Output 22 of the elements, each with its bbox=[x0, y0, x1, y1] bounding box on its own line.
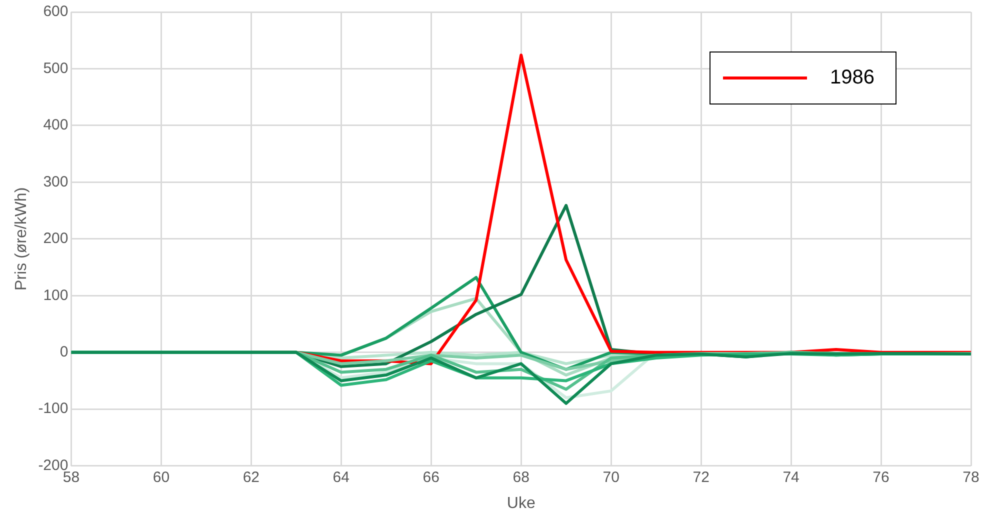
y-tick-label: -100 bbox=[38, 400, 68, 418]
x-tick-label: 68 bbox=[512, 468, 530, 486]
y-tick-label: 500 bbox=[43, 60, 68, 77]
legend-label: 1986 bbox=[830, 66, 874, 89]
x-tick-label: 72 bbox=[692, 468, 710, 486]
y-tick-label: 300 bbox=[43, 173, 68, 190]
x-tick-label: 76 bbox=[872, 468, 890, 486]
x-tick-label: 66 bbox=[422, 468, 440, 486]
y-tick-label: 100 bbox=[43, 286, 68, 304]
y-tick-label: 200 bbox=[43, 230, 68, 248]
y-tick-label: 600 bbox=[43, 3, 68, 20]
x-tick-label: 70 bbox=[602, 468, 620, 486]
x-tick-label: 62 bbox=[242, 468, 260, 486]
y-tick-label: 0 bbox=[60, 343, 68, 360]
x-tick-label: 78 bbox=[962, 468, 980, 486]
x-tick-label: 64 bbox=[332, 468, 350, 486]
y-axis-title: Pris (øre/kWh) bbox=[13, 187, 30, 290]
x-tick-label: 58 bbox=[62, 468, 80, 486]
y-tick-label: 400 bbox=[43, 116, 68, 134]
x-axis-title: Uke bbox=[506, 494, 536, 512]
x-tick-label: 74 bbox=[782, 468, 800, 486]
x-tick-label: 60 bbox=[152, 468, 170, 486]
